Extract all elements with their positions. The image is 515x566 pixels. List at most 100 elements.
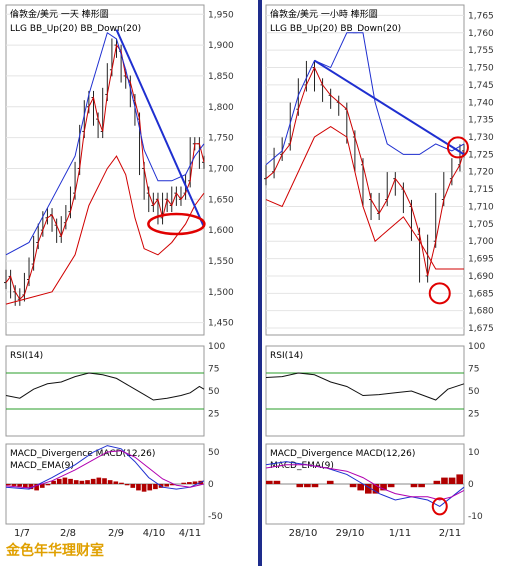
rsi-tick-label: 75 bbox=[468, 365, 479, 375]
panel-divider bbox=[258, 0, 262, 566]
y-tick-label: 1,900 bbox=[208, 41, 234, 51]
indicator-label: LLG BB_Up(20) BB_Down(20) bbox=[10, 24, 141, 34]
x-tick-label: 2/9 bbox=[108, 528, 124, 539]
price-line bbox=[5, 43, 205, 301]
y-tick-label: 1,755 bbox=[468, 46, 494, 56]
macd-histogram-bar bbox=[304, 484, 311, 488]
macd-ema-label: MACD_EMA(9) bbox=[10, 461, 74, 471]
indicator-label: LLG BB_Up(20) BB_Down(20) bbox=[270, 24, 401, 34]
macd-histogram-bar bbox=[380, 484, 387, 491]
y-tick-label: 1,705 bbox=[468, 220, 494, 230]
macd-histogram-bar bbox=[311, 484, 319, 488]
macd-histogram-bar bbox=[79, 480, 85, 484]
bb-down-line bbox=[265, 125, 464, 270]
macd-histogram-bar bbox=[107, 480, 113, 484]
y-tick-label: 1,710 bbox=[468, 202, 494, 212]
macd-histogram-bar bbox=[73, 480, 79, 484]
chart-title: 倫敦金/美元 一天 棒形圖 bbox=[10, 8, 109, 20]
rsi-panel-frame bbox=[265, 345, 465, 437]
chart-title: 倫敦金/美元 一小時 棒形圖 bbox=[270, 8, 378, 20]
y-tick-label: 1,765 bbox=[468, 11, 494, 21]
x-tick-label: 1/11 bbox=[389, 528, 411, 539]
y-tick-label: 1,680 bbox=[468, 307, 494, 317]
x-tick-label: 4/10 bbox=[143, 528, 165, 539]
rsi-tick-label: 100 bbox=[468, 342, 485, 352]
macd-histogram-bar bbox=[357, 484, 364, 491]
x-tick-label: 28/10 bbox=[289, 528, 318, 539]
macd-ema-line bbox=[265, 464, 465, 501]
macd-histogram-bar bbox=[326, 480, 334, 484]
y-tick-label: 1,735 bbox=[468, 116, 494, 126]
macd-histogram-bar bbox=[113, 481, 119, 484]
y-tick-label: 1,750 bbox=[468, 64, 494, 74]
macd-histogram-bar bbox=[372, 484, 380, 494]
y-tick-label: 1,750 bbox=[208, 134, 234, 144]
macd-tick-label: 0 bbox=[208, 480, 214, 490]
rsi-panel-frame bbox=[5, 345, 205, 437]
macd-histogram-bar bbox=[90, 478, 96, 484]
macd-histogram-bar bbox=[39, 484, 45, 488]
y-tick-label: 1,700 bbox=[468, 237, 494, 247]
highlight-circle bbox=[446, 136, 469, 159]
rsi-line bbox=[5, 372, 205, 401]
macd-histogram-bar bbox=[34, 484, 39, 491]
y-tick-label: 1,730 bbox=[468, 133, 494, 143]
y-tick-label: 1,695 bbox=[468, 255, 494, 265]
macd-tick-label: 50 bbox=[208, 448, 220, 458]
highlight-ellipse bbox=[147, 212, 206, 236]
y-tick-label: 1,740 bbox=[468, 98, 494, 108]
y-tick-label: 1,720 bbox=[468, 168, 494, 178]
y-tick-label: 1,800 bbox=[208, 103, 234, 113]
y-tick-label: 1,715 bbox=[468, 185, 494, 195]
macd-histogram-bar bbox=[56, 478, 62, 484]
macd-ema-label: MACD_EMA(9) bbox=[270, 461, 334, 471]
macd-histogram-bar bbox=[136, 484, 141, 491]
y-tick-label: 1,600 bbox=[208, 226, 234, 236]
macd-histogram-bar bbox=[147, 484, 153, 491]
y-tick-label: 1,950 bbox=[208, 10, 234, 20]
macd-histogram-bar bbox=[11, 484, 17, 486]
macd-histogram-bar bbox=[6, 484, 11, 486]
price-line bbox=[265, 66, 465, 277]
x-tick-label: 2/11 bbox=[439, 528, 461, 539]
macd-histogram-bar bbox=[96, 477, 102, 484]
rsi-label: RSI(14) bbox=[270, 351, 303, 361]
x-tick-label: 2/8 bbox=[60, 528, 76, 539]
x-tick-label: 29/10 bbox=[336, 528, 365, 539]
macd-histogram-bar bbox=[187, 482, 192, 484]
y-tick-label: 1,450 bbox=[208, 319, 234, 329]
y-tick-label: 1,550 bbox=[208, 257, 234, 267]
caption-text: 金色年华理财室 bbox=[6, 543, 104, 559]
y-tick-label: 1,745 bbox=[468, 81, 494, 91]
macd-tick-label: 0 bbox=[468, 480, 474, 490]
rsi-tick-label: 75 bbox=[208, 365, 219, 375]
y-tick-label: 1,690 bbox=[468, 272, 494, 282]
macd-label: MACD_Divergence MACD(12,26) bbox=[10, 449, 155, 459]
macd-histogram-bar bbox=[102, 478, 107, 484]
rsi-label: RSI(14) bbox=[10, 351, 43, 361]
y-tick-label: 1,725 bbox=[468, 150, 494, 160]
rsi-tick-label: 50 bbox=[468, 387, 480, 397]
macd-histogram-bar bbox=[181, 482, 187, 484]
macd-histogram-bar bbox=[273, 480, 281, 484]
highlight-circle bbox=[428, 282, 451, 305]
macd-histogram-bar bbox=[410, 484, 418, 488]
trendline bbox=[313, 59, 465, 156]
trendline bbox=[115, 29, 205, 228]
macd-histogram-bar bbox=[119, 482, 124, 484]
macd-histogram-bar bbox=[51, 480, 56, 484]
macd-histogram-bar bbox=[441, 477, 448, 484]
rsi-tick-label: 25 bbox=[208, 410, 219, 420]
macd-histogram-bar bbox=[141, 484, 147, 492]
macd-tick-label: -10 bbox=[468, 512, 483, 522]
macd-histogram-bar bbox=[164, 484, 170, 487]
y-tick-label: 1,675 bbox=[468, 324, 494, 334]
rsi-tick-label: 25 bbox=[468, 410, 479, 420]
macd-ema-line bbox=[5, 450, 205, 489]
macd-histogram-bar bbox=[22, 484, 28, 488]
macd-tick-label: 10 bbox=[468, 448, 480, 458]
y-tick-label: 1,760 bbox=[468, 29, 494, 39]
bb-up-line bbox=[265, 32, 465, 166]
macd-histogram-bar bbox=[296, 484, 304, 488]
